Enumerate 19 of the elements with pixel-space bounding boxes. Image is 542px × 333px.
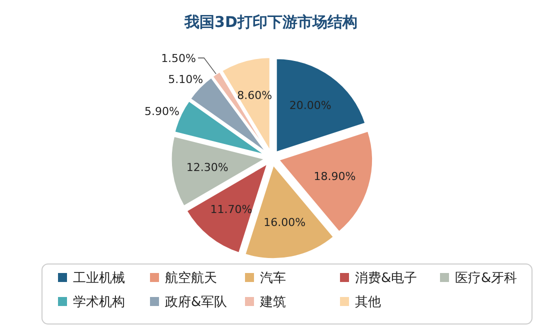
legend-label: 航空航天 bbox=[165, 271, 217, 286]
legend-label: 其他 bbox=[355, 295, 381, 310]
data-label: 1.50% bbox=[161, 52, 196, 65]
data-label: 16.00% bbox=[264, 216, 306, 230]
data-label: 20.00% bbox=[289, 99, 332, 112]
data-label: 18.90% bbox=[314, 170, 356, 184]
legend-label: 医疗&牙科 bbox=[455, 271, 518, 286]
data-label: 11.70% bbox=[210, 202, 252, 216]
legend-label: 政府&军队 bbox=[165, 294, 228, 310]
chart-title: 我国3D打印下游市场结构 bbox=[184, 13, 358, 31]
data-label: 5.90% bbox=[144, 104, 180, 118]
legend-label: 消费&电子 bbox=[355, 271, 418, 286]
data-label: 5.10% bbox=[168, 72, 204, 86]
legend-label: 汽车 bbox=[260, 271, 286, 286]
legend-label: 学术机构 bbox=[73, 295, 125, 310]
legend-label: 工业机械 bbox=[73, 271, 125, 286]
data-label: 12.30% bbox=[186, 161, 228, 174]
legend-label: 建筑 bbox=[259, 295, 286, 310]
data-label: 8.60% bbox=[237, 89, 272, 102]
